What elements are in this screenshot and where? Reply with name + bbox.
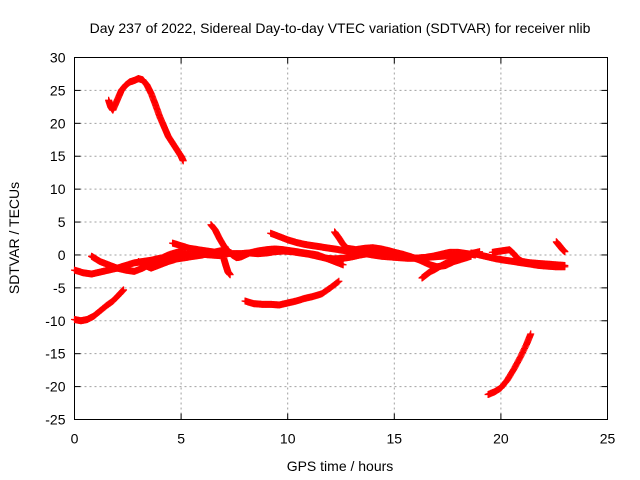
y-tick-label: 30 — [50, 50, 66, 66]
x-tick-label: 15 — [387, 431, 403, 447]
data-point — [179, 157, 187, 165]
x-tick-label: 25 — [600, 431, 616, 447]
x-tick-label: 10 — [280, 431, 296, 447]
data-point — [561, 248, 569, 256]
x-tick-label: 5 — [177, 431, 185, 447]
y-tick-label: 10 — [50, 181, 66, 197]
series-arc-low-mid — [241, 277, 343, 309]
data-point — [527, 330, 535, 338]
series-arc-low-left — [71, 286, 128, 325]
plot-frame — [74, 57, 608, 420]
y-tick-label: 5 — [58, 214, 66, 230]
axis-ticks — [74, 57, 608, 420]
series-arc-mid-12 — [488, 246, 569, 269]
x-tick-label: 20 — [493, 431, 509, 447]
data-point — [226, 271, 234, 279]
y-tick-label: -25 — [45, 412, 65, 428]
y-tick-label: 0 — [58, 247, 66, 263]
y-axis-title: SDTVAR / TECUs — [6, 182, 22, 294]
data-point — [334, 278, 342, 286]
x-tick-label: 0 — [71, 431, 79, 447]
chart-title: Day 237 of 2022, Sidereal Day-to-day VTE… — [90, 20, 591, 36]
y-tick-label: -5 — [53, 280, 66, 296]
x-axis-title: GPS time / hours — [287, 458, 394, 474]
series-arc-high — [105, 75, 187, 165]
data-points — [71, 75, 569, 398]
data-point — [561, 261, 569, 269]
series-arc-mid-13 — [552, 238, 569, 256]
series-arc-mid-6 — [220, 254, 234, 279]
y-tick-label: -10 — [45, 313, 65, 329]
data-point — [335, 277, 343, 285]
data-point — [339, 261, 347, 269]
y-tick-label: -20 — [45, 379, 65, 395]
y-tick-label: -15 — [45, 346, 65, 362]
data-point — [333, 279, 341, 287]
series-arc-mid-5 — [207, 221, 347, 269]
series-arc-low-right — [484, 330, 535, 398]
series-arc-mid-10 — [418, 248, 484, 282]
y-tick-label: 20 — [50, 115, 66, 131]
tick-labels: 0 5 10 15 20 25 -25 -20 -15 -10 -5 0 5 10 15 20 25 30 — [45, 50, 615, 447]
y-tick-label: 25 — [50, 82, 66, 98]
y-tick-label: 15 — [50, 148, 66, 164]
data-point — [120, 286, 128, 294]
